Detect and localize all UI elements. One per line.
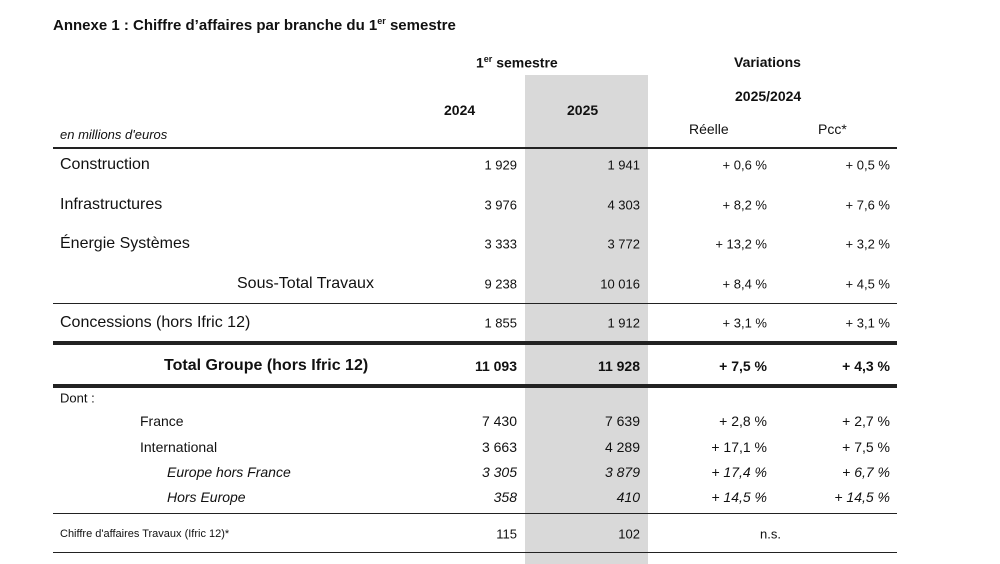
semestre-num: 1: [476, 54, 484, 71]
table-rule: [53, 513, 897, 514]
cell-v2024: 1 929: [484, 157, 517, 173]
cell-pcc: + 6,7 %: [842, 464, 890, 480]
cell-pcc: + 4,3 %: [842, 358, 890, 374]
cell-reelle: + 17,4 %: [711, 464, 767, 480]
title-superscript: er: [377, 16, 386, 26]
cell-v2025: 102: [618, 526, 640, 542]
row-label: Dont :: [60, 390, 95, 406]
cell-reelle: + 13,2 %: [715, 236, 767, 252]
cell-pcc: + 4,5 %: [845, 276, 890, 292]
row-label: Chiffre d'affaires Travaux (Ifric 12)*: [60, 528, 230, 540]
row-label: Europe hors France: [167, 464, 291, 480]
cell-v2024: 115: [496, 526, 517, 542]
highlighted-2025-column: [525, 75, 648, 564]
cell-v2025: 1 912: [607, 315, 640, 331]
cell-pcc: + 3,2 %: [845, 236, 890, 252]
row-label: Hors Europe: [167, 489, 246, 505]
cell-v2025: 11 928: [597, 358, 640, 374]
cell-v2024: 3 663: [481, 439, 517, 455]
semestre-label: semestre: [492, 54, 558, 71]
cell-reelle: + 0,6 %: [722, 157, 767, 173]
cell-reelle: + 3,1 %: [722, 315, 767, 331]
cell-v2025: 4 303: [607, 197, 640, 213]
cell-reelle: + 7,5 %: [719, 358, 767, 374]
cell-v2025: 410: [616, 489, 640, 505]
row-label: Concessions (hors Ifric 12): [60, 314, 251, 331]
cell-reelle: + 17,1 %: [711, 439, 767, 455]
row-label: France: [140, 413, 184, 429]
cell-v2024: 11 093: [474, 358, 517, 374]
cell-v2024: 3 333: [484, 236, 517, 252]
cell-v2025: 7 639: [604, 413, 640, 429]
year-2025-header: 2025: [567, 102, 599, 118]
cell-v2025: 3 879: [604, 464, 640, 480]
table-rule: [53, 147, 897, 149]
cell-pcc: + 0,5 %: [845, 157, 890, 173]
reelle-header: Réelle: [689, 121, 729, 137]
period-header: 2025/2024: [735, 88, 802, 104]
row-label: International: [140, 439, 218, 455]
semestre-header: 1er semestre: [476, 54, 558, 71]
cell-v2025: 4 289: [604, 439, 640, 455]
cell-reelle: + 8,4 %: [722, 276, 767, 292]
cell-pcc: + 7,6 %: [845, 197, 890, 213]
row-label: Total Groupe (hors Ifric 12): [164, 357, 369, 374]
cell-reelle: + 14,5 %: [711, 489, 767, 505]
cell-v2024: 3 305: [481, 464, 517, 480]
cell-pcc: + 7,5 %: [842, 439, 890, 455]
page-title: Annexe 1 : Chiffre d’affaires par branch…: [53, 16, 456, 34]
variations-header: Variations: [734, 54, 801, 70]
table-rule: [53, 384, 897, 388]
cell-pcc: + 14,5 %: [834, 489, 890, 505]
cell-v2025: 1 941: [607, 157, 640, 173]
semestre-sup: er: [483, 54, 493, 64]
table-rule: [53, 341, 897, 345]
cell-v2025: 10 016: [600, 276, 640, 292]
row-label: Énergie Systèmes: [60, 235, 190, 252]
cell-reelle: + 2,8 %: [719, 413, 767, 429]
row-label: Construction: [60, 156, 150, 173]
cell-v2024: 358: [493, 489, 517, 505]
title-text: Annexe 1 : Chiffre d’affaires par branch…: [53, 17, 378, 34]
cell-v2024: 9 238: [484, 276, 517, 292]
cell-v2024: 1 855: [484, 315, 517, 331]
table-rule: [53, 303, 897, 304]
cell-not-significant: n.s.: [760, 526, 781, 542]
row-label: Sous-Total Travaux: [237, 275, 374, 292]
unit-label: en millions d'euros: [60, 127, 168, 142]
year-2024-header: 2024: [444, 102, 476, 118]
pcc-header: Pcc*: [818, 121, 847, 137]
cell-v2024: 3 976: [484, 197, 517, 213]
cell-pcc: + 3,1 %: [845, 315, 890, 331]
table-rule: [53, 552, 897, 553]
title-end: semestre: [385, 17, 456, 34]
cell-reelle: + 8,2 %: [722, 197, 767, 213]
cell-v2025: 3 772: [607, 236, 640, 252]
cell-v2024: 7 430: [481, 413, 517, 429]
row-label: Infrastructures: [60, 196, 163, 213]
cell-pcc: + 2,7 %: [842, 413, 890, 429]
